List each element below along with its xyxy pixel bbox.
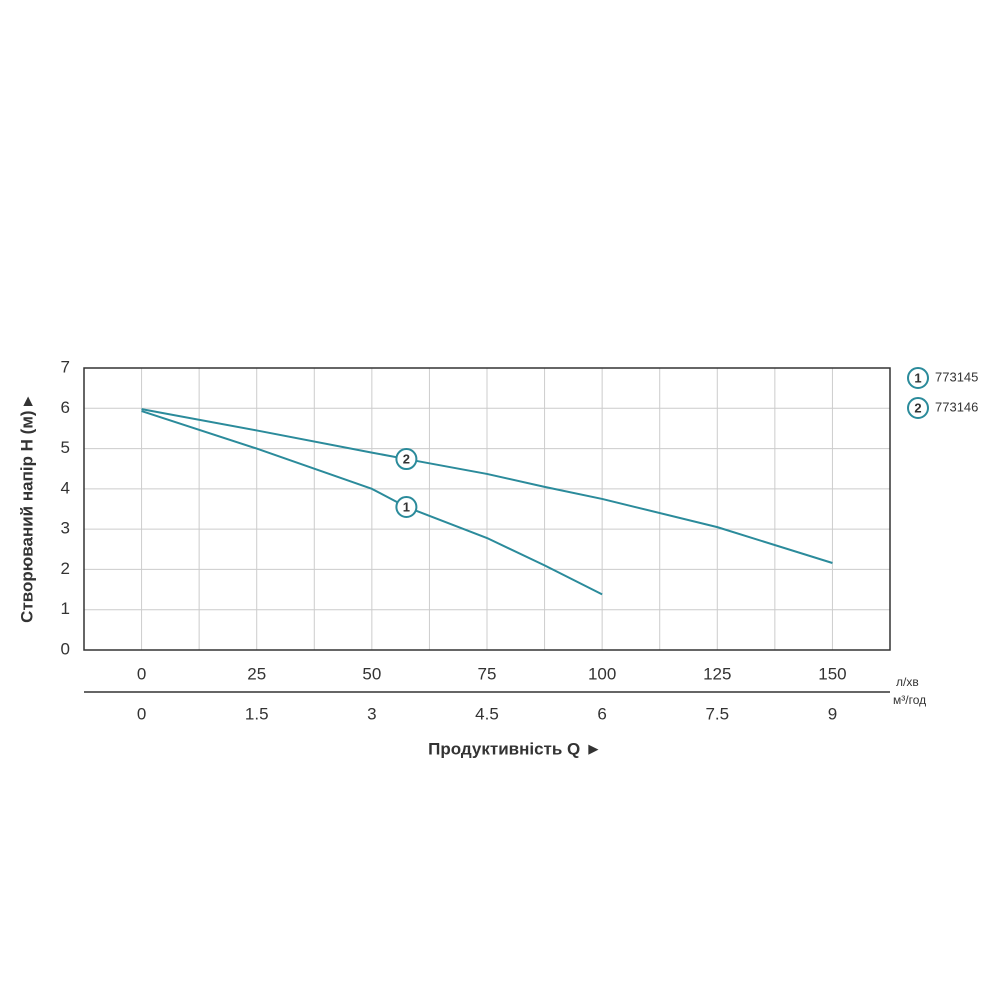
legend-marker: 2 xyxy=(914,400,921,415)
x2-tick-label: 7.5 xyxy=(705,704,729,723)
legend-label: 773145 xyxy=(935,369,978,384)
x-unit: л/хв xyxy=(896,675,919,689)
plot-frame xyxy=(83,367,891,651)
x2-tick-label: 6 xyxy=(597,704,606,723)
x2-tick-label: 1.5 xyxy=(245,704,269,723)
x-axis-title: Продуктивність Q ► xyxy=(428,739,602,758)
x-tick-label: 50 xyxy=(362,664,381,683)
curve-label: 1 xyxy=(403,499,410,514)
legend-marker: 1 xyxy=(914,370,921,385)
curve-label-circle xyxy=(395,495,418,518)
x2-tick-label: 4.5 xyxy=(475,704,499,723)
y-tick-label: 6 xyxy=(61,398,70,417)
legend-marker-circle xyxy=(907,397,929,419)
y-tick-label: 4 xyxy=(61,478,70,497)
legend-label: 773146 xyxy=(935,399,978,414)
series-line xyxy=(141,408,833,564)
x-tick-label: 25 xyxy=(247,664,266,683)
x2-tick-label: 3 xyxy=(367,704,376,723)
y-tick-label: 5 xyxy=(61,438,70,457)
curve-label-circle xyxy=(395,448,418,471)
x-tick-label: 75 xyxy=(478,664,497,683)
x2-tick-label: 9 xyxy=(828,704,837,723)
legend-marker-circle xyxy=(907,367,929,389)
y-tick-label: 2 xyxy=(61,559,70,578)
y-tick-label: 0 xyxy=(61,639,70,658)
x2-tick-label: 0 xyxy=(137,704,146,723)
y-axis-title: Створюваний напір H (м) ▸ xyxy=(17,396,36,623)
y-tick-label: 7 xyxy=(61,357,70,376)
x-tick-label: 100 xyxy=(588,664,616,683)
x2-unit: м³/год xyxy=(893,693,926,707)
curve-label: 2 xyxy=(403,451,410,466)
x-tick-label: 150 xyxy=(818,664,846,683)
x-tick-label: 125 xyxy=(703,664,731,683)
y-tick-label: 1 xyxy=(61,599,70,618)
x-tick-label: 0 xyxy=(137,664,146,683)
y-tick-label: 3 xyxy=(61,519,70,538)
